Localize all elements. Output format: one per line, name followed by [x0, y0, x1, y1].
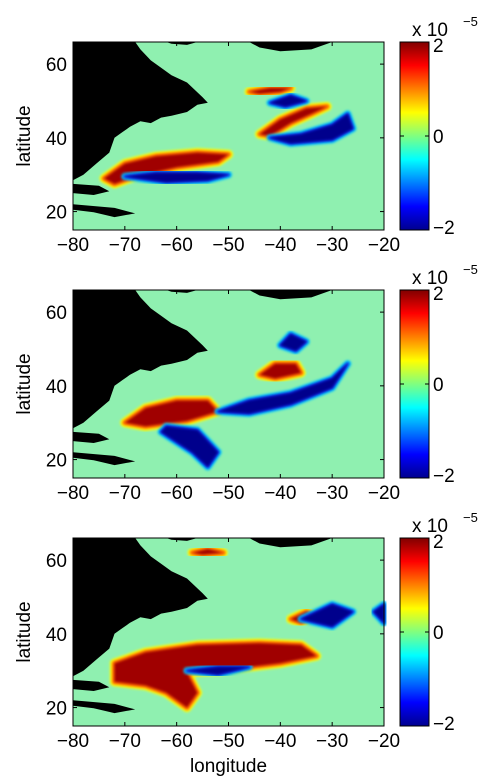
x-tick-label: −50 [212, 731, 244, 752]
y-axis-label: latitude [14, 105, 35, 166]
positive-anomaly-1 [110, 638, 322, 713]
land-mass-2 [166, 290, 198, 293]
y-tick-label: 40 [46, 625, 67, 646]
colorbar-tick-label: 0 [433, 623, 444, 644]
x-tick-label: −30 [316, 731, 348, 752]
negative-anomaly-4 [297, 600, 357, 630]
negative-anomaly-3 [157, 422, 222, 471]
colorbar-tick-label: 2 [433, 532, 444, 553]
x-tick-label: −80 [57, 235, 89, 256]
land-mass-1 [73, 42, 208, 181]
y-tick-label: 60 [46, 551, 67, 572]
colorbar-scale-exponent: −5 [463, 262, 478, 277]
map-panel-1: −80 −70 −60 −50 −40 −30 −20204060latitude20−2x… [14, 14, 478, 256]
colorbar-tick-label: 0 [433, 127, 444, 148]
x-tick-label: −40 [264, 731, 296, 752]
positive-anomaly-2 [255, 359, 306, 383]
colorbar-gradient [399, 289, 430, 479]
land-mass-5 [73, 452, 136, 466]
positive-anomaly-3 [187, 544, 228, 560]
negative-anomaly-6 [266, 92, 310, 110]
land-mass-4 [73, 431, 110, 443]
y-tick-label: 20 [46, 203, 67, 224]
colorbar-scale-exponent: −5 [463, 510, 478, 525]
land-mass-1 [73, 290, 208, 429]
colorbar-gradient [399, 41, 430, 231]
x-tick-label: −30 [316, 483, 348, 504]
positive-anomaly-3 [244, 83, 296, 99]
x-tick-label: −80 [57, 483, 89, 504]
x-tick-label: −60 [161, 731, 193, 752]
x-tick-label: −40 [264, 235, 296, 256]
land-mass-3 [249, 538, 333, 548]
colorbar-tick-label: 0 [433, 375, 444, 396]
negative-anomaly-5 [266, 110, 357, 147]
x-tick-label: −60 [161, 235, 193, 256]
x-tick-label: −60 [161, 483, 193, 504]
land-mass-2 [166, 538, 198, 541]
land-mass-4 [73, 679, 110, 691]
x-tick-label: −70 [109, 235, 141, 256]
negative-anomaly-6 [183, 663, 253, 678]
x-tick-label: −40 [264, 483, 296, 504]
colorbar: 2 0 −2 x 10 −5 [399, 510, 478, 735]
negative-anomaly-4 [214, 360, 352, 417]
y-axis-label: latitude [14, 353, 35, 414]
positive-anomaly-2 [255, 102, 332, 141]
y-axis-label: latitude [14, 601, 35, 662]
colorbar-tick-label: −2 [433, 218, 455, 239]
colorbar-scale-exponent: −5 [463, 14, 478, 29]
map-panel-3: −80 −70 −60 −50 −40 −30 −20204060latitudelongi… [14, 510, 478, 777]
colorbar-scale-label: x 10 [412, 268, 448, 289]
land-mass-2 [166, 42, 198, 45]
y-tick-label: 20 [46, 451, 67, 472]
y-tick-label: 60 [46, 303, 67, 324]
negative-anomaly-5 [276, 330, 310, 355]
land-mass-4 [73, 183, 110, 195]
land-mass-1 [73, 538, 208, 677]
colorbar-tick-label: 2 [433, 36, 444, 57]
y-tick-label: 60 [46, 55, 67, 76]
x-axis-label: longitude [190, 756, 267, 777]
colorbar-scale-label: x 10 [412, 516, 448, 537]
colorbar-scale-label: x 10 [412, 20, 448, 41]
land-mass-3 [249, 42, 333, 52]
colorbar-tick-label: 2 [433, 284, 444, 305]
colorbar-tick-label: −2 [433, 714, 455, 735]
y-tick-label: 40 [46, 129, 67, 150]
colorbar: 2 0 −2 x 10 −5 [399, 14, 478, 239]
land-mass-5 [73, 204, 136, 218]
x-tick-label: −20 [368, 483, 400, 504]
colorbar: 2 0 −2 x 10 −5 [399, 262, 478, 487]
x-tick-label: −50 [212, 235, 244, 256]
map-panel-2: −80 −70 −60 −50 −40 −30 −20204060latitude20−2x… [14, 262, 478, 504]
panels: −80 −70 −60 −50 −40 −30 −20204060latitude20−2x… [14, 14, 478, 777]
positive-anomaly-1 [120, 396, 223, 431]
x-tick-label: −70 [109, 483, 141, 504]
colorbar-tick-label: −2 [433, 466, 455, 487]
negative-anomaly-4 [121, 169, 232, 186]
land-mass-5 [73, 700, 136, 714]
colorbar-gradient [399, 537, 430, 727]
x-tick-label: −80 [57, 731, 89, 752]
x-tick-label: −20 [368, 731, 400, 752]
x-tick-label: −30 [316, 235, 348, 256]
land-mass-3 [249, 290, 333, 300]
x-tick-label: −70 [109, 731, 141, 752]
x-tick-label: −50 [212, 483, 244, 504]
x-tick-label: −20 [368, 235, 400, 256]
y-tick-label: 40 [46, 377, 67, 398]
y-tick-label: 20 [46, 699, 67, 720]
